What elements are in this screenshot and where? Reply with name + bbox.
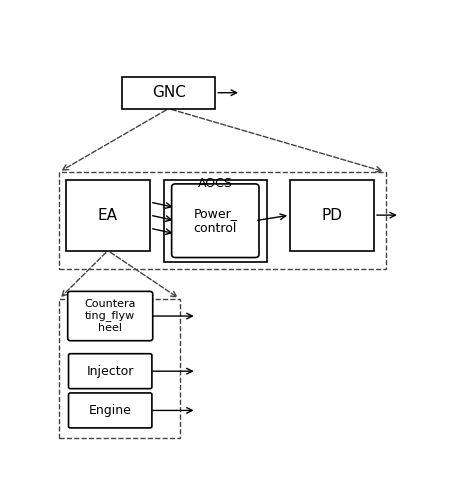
Bar	[164, 180, 266, 262]
FancyBboxPatch shape	[68, 292, 152, 341]
Text: GNC: GNC	[152, 85, 185, 100]
Text: PD: PD	[321, 208, 342, 222]
Bar	[59, 299, 180, 438]
Text: Injector: Injector	[86, 364, 133, 378]
FancyBboxPatch shape	[171, 184, 258, 258]
Text: AOCS: AOCS	[198, 177, 232, 190]
Text: Countera
ting_flyw
heel: Countera ting_flyw heel	[84, 299, 136, 333]
FancyBboxPatch shape	[69, 393, 152, 428]
Bar	[122, 77, 215, 108]
Text: Power_
control: Power_ control	[193, 206, 237, 234]
Bar	[66, 180, 150, 250]
Text: Engine: Engine	[88, 404, 131, 417]
Bar	[290, 180, 373, 250]
FancyBboxPatch shape	[69, 354, 152, 388]
Text: EA: EA	[98, 208, 118, 222]
Bar	[59, 172, 385, 270]
